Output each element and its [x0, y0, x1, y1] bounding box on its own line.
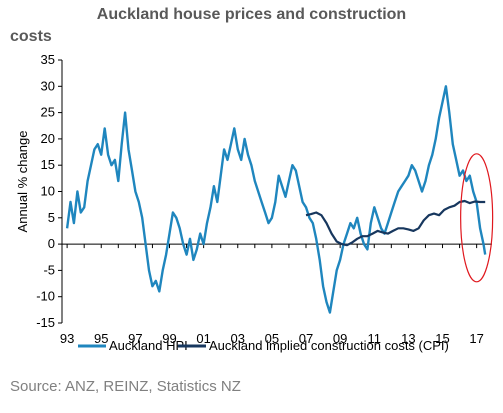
y-tick-label: -5: [43, 262, 55, 277]
x-tick-label: 99: [162, 331, 176, 346]
x-tick-label: 03: [231, 331, 245, 346]
x-tick-label: 09: [333, 331, 347, 346]
x-tick-label: 15: [435, 331, 449, 346]
x-tick-label: 17: [469, 331, 483, 346]
y-tick-label: 35: [41, 52, 55, 67]
y-axis-label: Annual % change: [15, 131, 30, 233]
source-note: Source: ANZ, REINZ, Statistics NZ: [10, 378, 241, 395]
chart-title-line2: costs: [10, 28, 52, 45]
y-tick-label: -10: [36, 289, 55, 304]
y-tick-label: -15: [36, 315, 55, 330]
y-tick-label: 5: [48, 210, 55, 225]
y-tick-label: 15: [41, 157, 55, 172]
x-tick-label: 95: [94, 331, 108, 346]
y-tick-label: 10: [41, 184, 55, 199]
y-tick-label: 20: [41, 131, 55, 146]
x-tick-label: 93: [60, 331, 74, 346]
series-line-hpi: [65, 85, 487, 314]
series-line-construction: [305, 199, 486, 247]
y-tick-label: 30: [41, 78, 55, 93]
annotation-ellipse: [460, 153, 494, 283]
y-tick-label: 0: [48, 236, 55, 251]
x-tick-label: 11: [368, 331, 382, 346]
legend-label-construction: Auckland implied construction costs (CPI…: [209, 338, 449, 353]
x-tick-label: 13: [401, 331, 415, 346]
x-tick-label: 05: [265, 331, 279, 346]
x-tick-label: 07: [299, 331, 313, 346]
x-tick-label: 01: [196, 331, 210, 346]
legend-label-hpi: Auckland HPI: [109, 338, 188, 353]
x-tick-label: 97: [128, 331, 142, 346]
chart-title-line1: Auckland house prices and construction: [96, 6, 407, 23]
y-tick-label: 25: [41, 105, 55, 120]
